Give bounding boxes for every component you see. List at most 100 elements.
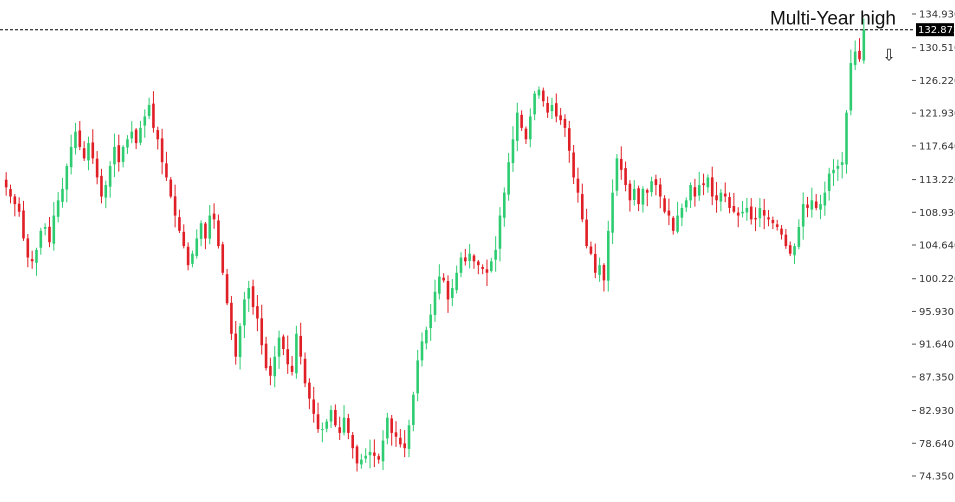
- candle: [416, 349, 419, 402]
- candle: [576, 167, 580, 203]
- candle: [334, 404, 337, 428]
- candle: [684, 197, 688, 213]
- candle-body: [290, 365, 294, 372]
- candle: [91, 129, 95, 164]
- candle: [762, 198, 766, 230]
- candle: [13, 193, 17, 217]
- candle-body: [606, 230, 610, 281]
- candle-body: [641, 188, 645, 205]
- candle-body: [225, 274, 229, 304]
- candle: [407, 419, 411, 458]
- candle: [186, 242, 190, 271]
- candle: [48, 217, 51, 248]
- candle-body: [529, 116, 532, 140]
- candle: [663, 195, 666, 214]
- candle-body: [771, 219, 775, 224]
- candle: [446, 275, 450, 313]
- candle-body: [840, 162, 844, 165]
- candle-body: [676, 215, 679, 232]
- candle-body: [806, 204, 809, 208]
- candle: [520, 110, 523, 131]
- candle-body: [130, 131, 134, 139]
- candle: [104, 180, 108, 209]
- candle-body: [451, 288, 454, 299]
- candle: [82, 141, 86, 161]
- candle-body: [347, 418, 350, 433]
- candle-body: [832, 169, 835, 174]
- candle-body: [563, 118, 567, 128]
- candle: [749, 198, 753, 225]
- candle: [160, 128, 164, 175]
- candle-body: [719, 192, 723, 202]
- candle-body: [490, 261, 493, 272]
- candle: [195, 229, 199, 259]
- candle-body: [156, 130, 160, 140]
- candle: [736, 207, 740, 228]
- candle-body: [316, 414, 320, 430]
- candle: [95, 151, 99, 185]
- y-tick-label: 74.350: [919, 472, 954, 483]
- candle: [719, 189, 723, 212]
- candle: [69, 134, 73, 175]
- candle-body: [269, 365, 272, 376]
- candle-body: [632, 188, 636, 200]
- candle: [143, 109, 147, 138]
- candle-body: [303, 358, 307, 384]
- candle: [368, 439, 372, 469]
- candle: [412, 391, 415, 432]
- candle-body: [723, 193, 727, 197]
- candle-body: [143, 116, 147, 126]
- candle-body: [147, 104, 151, 117]
- candle-body: [498, 215, 502, 249]
- y-tick-label: 130.510: [919, 43, 955, 54]
- candle: [758, 198, 762, 228]
- candle-body: [615, 158, 619, 191]
- candle: [351, 431, 354, 459]
- candle: [693, 178, 697, 207]
- candle-body: [793, 246, 796, 256]
- candle-body: [849, 63, 853, 111]
- candle: [788, 241, 792, 257]
- candle: [43, 223, 47, 236]
- candle-body: [338, 427, 341, 433]
- candle-body: [13, 196, 17, 205]
- candle: [710, 166, 714, 206]
- candle: [338, 416, 341, 440]
- candle-body: [732, 206, 736, 212]
- candle: [572, 144, 575, 185]
- candle: [654, 174, 658, 196]
- candle-body: [273, 356, 277, 377]
- candle: [632, 180, 636, 206]
- candle-body: [256, 306, 259, 319]
- candle: [26, 234, 30, 268]
- candle-body: [373, 452, 376, 456]
- candle-body: [355, 446, 359, 464]
- candle: [494, 236, 497, 272]
- candle-body: [464, 257, 467, 262]
- candle: [35, 247, 38, 276]
- candle: [723, 182, 727, 203]
- candle: [611, 179, 614, 244]
- candle: [827, 167, 831, 201]
- candle-body: [334, 409, 337, 426]
- candle: [130, 121, 134, 144]
- y-tick-label: 121.930: [919, 109, 955, 120]
- candle-body: [139, 127, 142, 143]
- candle-body: [364, 455, 367, 459]
- candle: [589, 241, 593, 256]
- candle-body: [360, 459, 363, 465]
- candle: [39, 227, 43, 255]
- candle: [230, 295, 233, 340]
- candle: [503, 187, 506, 227]
- candle: [121, 145, 125, 168]
- candle-body: [858, 50, 861, 60]
- candle-body: [784, 234, 788, 247]
- candle-body: [516, 112, 519, 141]
- candle: [442, 273, 445, 283]
- candle-body: [706, 177, 710, 188]
- candle: [567, 121, 571, 163]
- candle: [182, 224, 186, 249]
- candle: [139, 120, 142, 146]
- candle-body: [697, 185, 701, 196]
- candle-body: [230, 302, 233, 334]
